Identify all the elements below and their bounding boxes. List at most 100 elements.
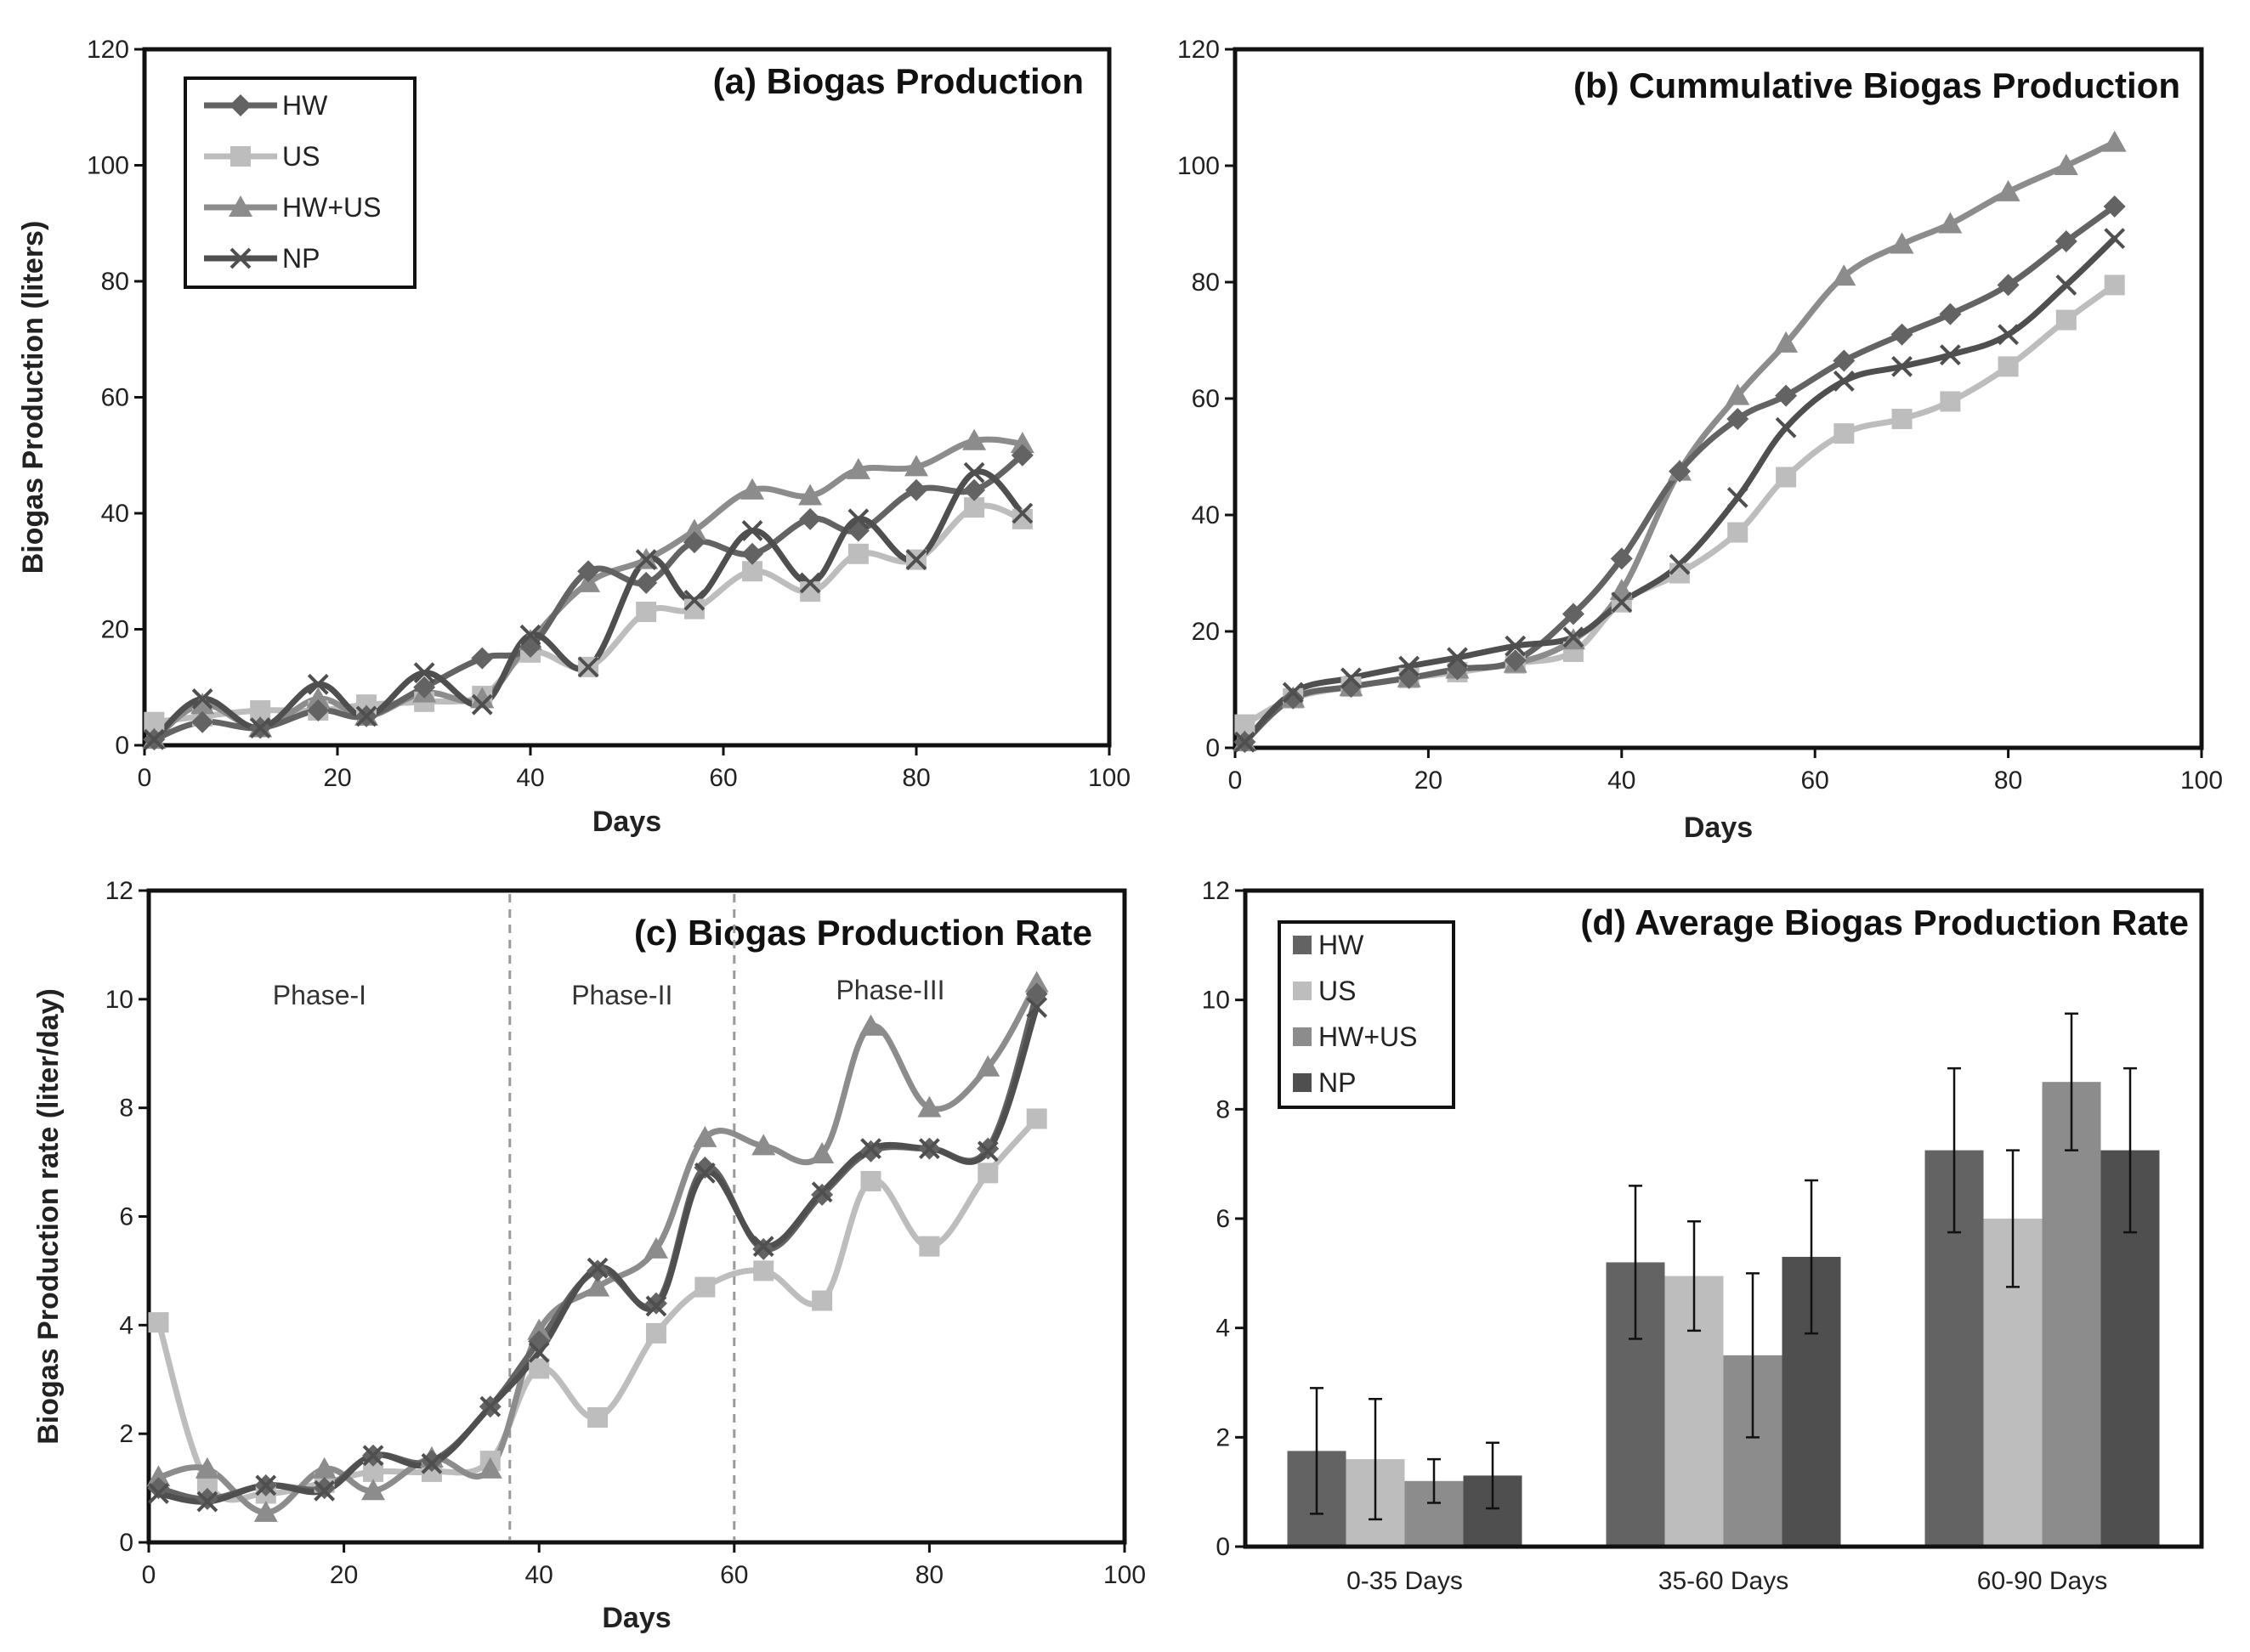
panel-c-y-tick-label: 2: [119, 1420, 133, 1448]
panel-a-x-axis-title: Days: [592, 806, 661, 838]
panel-d-legend-swatch-us: [1293, 982, 1312, 1000]
panel-c-point-np: [918, 1138, 940, 1160]
panel-a-point-hw-plus-us: [798, 484, 823, 506]
panel-c-point-np: [694, 1162, 716, 1184]
panel-b-point-hw: [1726, 407, 1749, 430]
panel-d-error-bar-hw-plus-us-35-60-days: [1746, 1272, 1760, 1439]
panel-d-y-tick-label: 0: [1216, 1533, 1230, 1561]
panel-b-plot-frame: [1233, 47, 2204, 750]
panel-c-point-us: [1026, 1108, 1047, 1129]
panel-c-point-hw: [1025, 982, 1048, 1005]
panel-b-y-tick-label: 20: [1192, 618, 1220, 646]
panel-d-y-tick-label: 12: [1202, 877, 1230, 905]
panel-a-y-tick-label: 40: [101, 500, 129, 528]
panel-d-y-tick-label: 8: [1216, 1095, 1230, 1123]
panel-a-point-hw-plus-us: [306, 687, 331, 709]
panel-b-x-tick-label: 0: [1228, 767, 1243, 795]
panel-d-y-tick-label: 10: [1202, 987, 1230, 1015]
panel-c-point-us: [978, 1163, 999, 1184]
panel-a-point-np: [577, 656, 599, 678]
panel-c-x-tick-label: 100: [1103, 1561, 1146, 1589]
panel-a-point-hw-plus-us: [1010, 432, 1034, 454]
panel-c-x-tick-label: 20: [330, 1561, 358, 1589]
panel-d-category-label: 60-90 Days: [1977, 1567, 2107, 1595]
panel-b-point-us: [1891, 408, 1913, 429]
panel-b-point-hw-plus-us: [2054, 154, 2078, 175]
panel-d-error-bar-hw-35-60-days: [1629, 1185, 1642, 1340]
panel-c-point-hw-plus-us: [810, 1141, 835, 1163]
panel-a-point-hw: [905, 478, 927, 501]
panel-b-point-np: [1611, 591, 1633, 614]
panel-b-point-us: [1776, 467, 1797, 488]
panel-a-point-hw: [799, 507, 822, 530]
panel-c-point-np: [148, 1483, 169, 1504]
panel-a-point-np: [519, 624, 541, 646]
panel-b-point-np: [1398, 655, 1420, 677]
panel-a-point-np: [355, 705, 377, 727]
panel-d-error-bar-np-0-35-days: [1486, 1441, 1499, 1510]
panel-d-error-bar-hw-plus-us-60-90-days: [2065, 1012, 2078, 1151]
panel-b-point-np: [1891, 355, 1913, 377]
panel-b-x-tick-label: 20: [1414, 767, 1442, 795]
panel-a-point-np: [741, 520, 763, 541]
panel-a-point-np: [847, 508, 870, 530]
panel-b-point-hw: [1890, 323, 1913, 346]
panel-b-point-np: [1833, 371, 1855, 392]
panel-b-point-hw-plus-us: [2102, 130, 2127, 152]
panel-b-point-hw-plus-us: [1996, 179, 2020, 201]
panel-d-title: (d) Average Biogas Production Rate: [1580, 902, 2189, 942]
panel-d-average-biogas-production-rate: 0 2 4 6 8 10 12 (d) Average Biogas Production R…: [1202, 877, 2204, 1595]
panel-b-point-np: [2055, 274, 2077, 296]
panel-d-category-label: 35-60 Days: [1658, 1567, 1788, 1595]
panel-c-point-np: [314, 1479, 336, 1502]
panel-c-point-hw: [147, 1477, 170, 1500]
panel-a-legend-label-np: NP: [282, 243, 320, 274]
panel-c-point-np: [587, 1257, 609, 1279]
panel-c-point-hw: [313, 1477, 336, 1500]
panel-a-point-np: [307, 673, 329, 695]
panel-c-point-us: [645, 1322, 666, 1344]
panel-a-point-us: [636, 602, 657, 623]
panel-c-point-hw-plus-us: [1024, 970, 1049, 993]
panel-a-point-hw-plus-us: [470, 687, 495, 709]
panel-b-point-us: [1833, 423, 1855, 444]
panel-b-point-np: [1505, 635, 1527, 657]
panel-b-point-us: [1940, 391, 1961, 412]
panel-a-point-np: [249, 717, 271, 738]
panel-c-point-hw-plus-us: [527, 1318, 552, 1340]
panel-b-y-tick-label: 60: [1192, 385, 1220, 413]
panel-c-point-np: [255, 1474, 277, 1496]
panel-c-point-np: [421, 1452, 443, 1474]
panel-d-error-bar-np-60-90-days: [2123, 1066, 2137, 1234]
panel-a-point-np: [471, 693, 493, 716]
panel-c-phase-label-phase-iii: Phase-III: [836, 975, 944, 1005]
panel-b-point-hw: [1504, 649, 1527, 672]
panel-b-y-tick-label: 0: [1205, 734, 1220, 762]
panel-c-y-tick-label: 6: [119, 1203, 133, 1231]
panel-b-point-hw: [1775, 384, 1798, 407]
panel-a-title: (a) Biogas Production: [713, 61, 1084, 101]
panel-a-point-np: [143, 728, 165, 750]
panel-b-point-hw: [1282, 687, 1305, 710]
panel-c-phase-label-phase-i: Phase-I: [273, 980, 366, 1010]
panel-c-point-np: [1026, 997, 1048, 1018]
panel-d-error-bar-hw-0-35-days: [1310, 1387, 1323, 1515]
panel-c-point-hw-plus-us: [253, 1500, 278, 1522]
panel-c-point-hw-plus-us: [361, 1479, 386, 1501]
panel-b-y-tick-label: 120: [1177, 36, 1220, 64]
panel-a-x-tick-label: 100: [1088, 764, 1131, 792]
panel-a-y-axis-title: Biogas Production (liters): [17, 221, 49, 574]
panel-c-point-np: [811, 1181, 833, 1203]
panel-b-point-us: [2104, 274, 2125, 296]
panel-d-legend-label-np: NP: [1318, 1067, 1356, 1098]
panel-c-point-hw: [694, 1156, 717, 1179]
panel-a-point-hw-plus-us: [190, 693, 215, 715]
panel-c-point-np: [196, 1491, 218, 1513]
panel-a-legend-label-hw: HW: [282, 90, 328, 121]
panel-b-x-axis-title: Days: [1684, 812, 1753, 844]
panel-c-point-hw: [644, 1292, 667, 1315]
panel-a-y-tick-label: 120: [87, 36, 129, 64]
panel-b-y-tick-label: 80: [1192, 269, 1220, 297]
panel-d-legend-label-hw-plus-us: HW+US: [1318, 1021, 1417, 1052]
panel-b-point-hw: [2103, 195, 2126, 218]
